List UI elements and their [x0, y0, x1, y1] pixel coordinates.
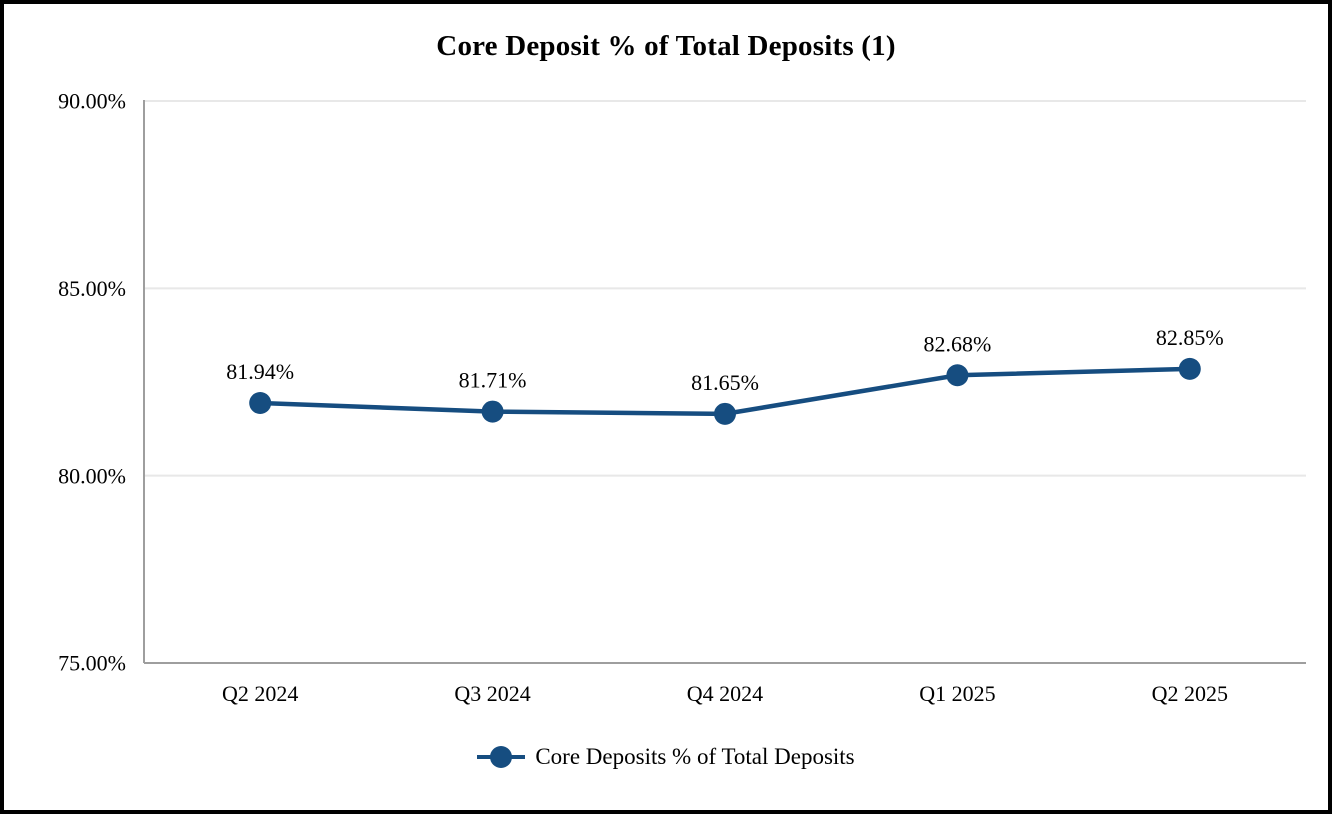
data-point — [249, 391, 272, 414]
legend-dot-icon — [490, 746, 513, 768]
x-tick-label: Q3 2024 — [454, 681, 530, 706]
legend-label: Core Deposits % of Total Deposits — [535, 744, 855, 769]
x-tick-label: Q4 2024 — [687, 681, 763, 706]
data-point-label: 81.65% — [691, 370, 759, 395]
chart-legend: Core Deposits % of Total Deposits — [4, 744, 1328, 770]
y-tick-label: 75.00% — [58, 651, 126, 676]
y-tick-label: 90.00% — [58, 89, 126, 114]
data-point-label: 81.71% — [459, 368, 527, 393]
x-tick-label: Q2 2024 — [222, 681, 298, 706]
y-tick-label: 85.00% — [58, 276, 126, 301]
data-point-label: 82.85% — [1156, 325, 1224, 350]
x-tick-label: Q2 2025 — [1152, 681, 1228, 706]
data-point-label: 82.68% — [923, 331, 991, 356]
data-point — [1178, 357, 1201, 380]
data-point — [946, 364, 969, 387]
x-tick-label: Q1 2025 — [919, 681, 995, 706]
data-point-label: 81.94% — [226, 359, 294, 384]
line-chart-canvas: 75.00% 80.00% 85.00% 90.00% Q2 2024 Q3 2024 Q4… — [58, 89, 1306, 706]
legend-line-marker-icon — [477, 744, 526, 770]
data-point — [481, 400, 504, 423]
y-tick-label: 80.00% — [58, 463, 126, 488]
data-point — [714, 402, 736, 425]
chart-title: Core Deposit % of Total Deposits (1) — [436, 30, 896, 62]
